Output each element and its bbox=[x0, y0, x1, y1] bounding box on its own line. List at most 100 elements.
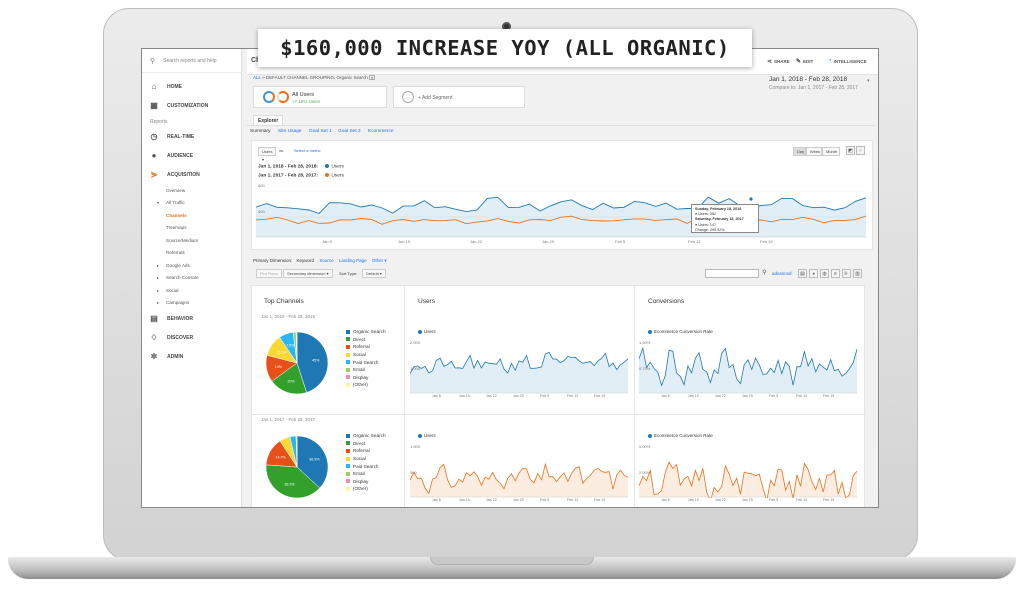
x-tick: Jan 22 bbox=[486, 394, 497, 398]
sidebar-item-admin[interactable]: ✲ ADMIN bbox=[142, 347, 241, 366]
x-tick: Feb 12 bbox=[567, 394, 579, 398]
tooltip-users-2017: ● Users: 147 bbox=[695, 222, 717, 227]
share-button[interactable]: ⋖ SHARE bbox=[767, 58, 790, 65]
line-chart-icon[interactable]: ◩ bbox=[846, 146, 855, 155]
sort-type-select[interactable]: Default ▾ bbox=[362, 269, 386, 278]
edit-button[interactable]: ✎ EDIT bbox=[796, 58, 813, 65]
x-tick: Jan 29 bbox=[513, 394, 524, 398]
metric-select[interactable]: Users ▾ bbox=[258, 147, 276, 162]
pie-chart-2017[interactable]: 36.9% 39.2% 14.7% bbox=[264, 434, 330, 500]
sidebar-item-label: BEHAVIOR bbox=[167, 315, 194, 322]
granularity-day-button[interactable]: Day bbox=[793, 147, 806, 156]
pie-chart-2018[interactable]: 45% 20% 14% 11.5% 7.5% bbox=[264, 330, 330, 396]
sidebar-sub-label: Referrals bbox=[166, 250, 185, 256]
sidebar: ⚲ Search reports and help ⌂ HOME ▦ CUSTOMI… bbox=[142, 49, 242, 507]
breadcrumb-all-link[interactable]: ALL bbox=[253, 75, 261, 80]
sidebar-item-discover[interactable]: ♢ DISCOVER bbox=[142, 328, 241, 347]
legend-label: Direct bbox=[353, 440, 366, 446]
percentage-view-icon[interactable]: ◍ bbox=[820, 269, 829, 278]
segment-all-users[interactable]: All Users +7.15% Users bbox=[253, 86, 387, 108]
sidebar-sub-campaigns[interactable]: ▸ Campaigns bbox=[142, 297, 241, 310]
search-input[interactable]: ⚲ Search reports and help bbox=[142, 49, 241, 73]
caret-right-icon: ▸ bbox=[157, 262, 160, 268]
plot-rows-button[interactable]: Plot Rows bbox=[256, 269, 283, 278]
users-2018-chart[interactable] bbox=[410, 342, 628, 394]
sidebar-sub-google-ads[interactable]: ▸ Google Ads bbox=[142, 259, 241, 272]
pie-legend-item: Display bbox=[346, 478, 386, 486]
sidebar-sub-source-medium[interactable]: Source/Medium bbox=[142, 234, 241, 247]
sidebar-item-customization[interactable]: ▦ CUSTOMIZATION bbox=[142, 96, 241, 115]
sidebar-sub-all-traffic[interactable]: ▾ All Traffic bbox=[142, 197, 241, 210]
x-tick: Feb 5 bbox=[540, 394, 550, 398]
intelligence-button[interactable]: ◔ INTELLIGENCE bbox=[828, 58, 867, 64]
sidebar-sub-referrals[interactable]: Referrals bbox=[142, 247, 241, 260]
sidebar-sub-social[interactable]: ▸ Social bbox=[142, 284, 241, 297]
sidebar-item-behavior[interactable]: ▤ BEHAVIOR bbox=[142, 309, 241, 328]
users-2017-chart[interactable] bbox=[410, 446, 628, 498]
performance-view-icon[interactable]: ≡ bbox=[831, 269, 840, 278]
sidebar-sub-channels[interactable]: Channels bbox=[142, 209, 241, 222]
sidebar-item-real-time[interactable]: ◷ REAL-TIME bbox=[142, 127, 241, 146]
conv-2018-chart[interactable] bbox=[639, 342, 857, 394]
subtab-ecommerce[interactable]: Ecommerce bbox=[368, 129, 394, 134]
acquisition-icon: ⋟ bbox=[150, 169, 158, 179]
subtab-goal-set-1[interactable]: Goal Set 1 bbox=[309, 129, 332, 134]
pie-slice-organic-search[interactable] bbox=[296, 435, 329, 489]
dim-source[interactable]: Source bbox=[319, 258, 334, 263]
legend-swatch bbox=[346, 367, 350, 372]
legend-swatch bbox=[346, 337, 350, 342]
legend-swatch bbox=[346, 441, 350, 446]
pie-slice-organic-search[interactable] bbox=[296, 331, 329, 393]
subtab-goal-set-2[interactable]: Goal Set 2 bbox=[338, 129, 361, 134]
x-tick: Jan 15 bbox=[459, 498, 470, 502]
main-content: Cha EXPORT ⋖SHARE ✎EDIT ◔INTELLIGENCE AL… bbox=[247, 49, 878, 507]
laptop-notch bbox=[430, 557, 594, 565]
tab-explorer[interactable]: Explorer bbox=[253, 115, 284, 126]
motion-chart-icon[interactable]: ⁘ bbox=[856, 146, 865, 155]
table-search-input[interactable] bbox=[705, 269, 759, 278]
date-range-picker[interactable]: Jan 1, 2018 - Feb 28, 2018 ▾ bbox=[769, 76, 870, 84]
subtab-summary[interactable]: Summary bbox=[250, 129, 271, 134]
add-segment-button[interactable]: + Add Segment bbox=[393, 86, 525, 108]
main-users-chart[interactable] bbox=[256, 187, 868, 239]
pie-slice-direct[interactable] bbox=[265, 464, 321, 499]
table-view-icon[interactable]: ▤ bbox=[798, 269, 807, 278]
breadcrumb-dropdown-icon[interactable]: ▾ bbox=[369, 75, 376, 80]
subtab-site-usage[interactable]: Site Usage bbox=[278, 129, 302, 134]
segment-title: All Users bbox=[292, 92, 315, 98]
tooltip-date-2018: Sunday, February 18, 2018 bbox=[695, 207, 742, 211]
sidebar-sub-treemaps[interactable]: Treemaps bbox=[142, 222, 241, 235]
sidebar-sub-label: Overview bbox=[166, 187, 186, 193]
sidebar-item-audience[interactable]: ● AUDIENCE bbox=[142, 146, 241, 165]
sidebar-item-home[interactable]: ⌂ HOME bbox=[142, 77, 241, 96]
x-tick: Jan 8 bbox=[322, 239, 332, 244]
sidebar-item-acquisition[interactable]: ⋟ ACQUISITION bbox=[142, 165, 241, 184]
sidebar-item-label: REAL-TIME bbox=[167, 133, 195, 140]
pie-legend-item: Direct bbox=[346, 440, 386, 448]
sidebar-sub-overview[interactable]: Overview bbox=[142, 184, 241, 197]
dim-landing-page[interactable]: Landing Page bbox=[338, 258, 367, 263]
advanced-link[interactable]: advanced bbox=[772, 271, 792, 276]
sidebar-item-label: ADMIN bbox=[167, 353, 184, 360]
x-tick: Feb 12 bbox=[796, 394, 808, 398]
secondary-dimension-select[interactable]: Secondary dimension ▾ bbox=[283, 269, 333, 278]
lightbulb-icon: ♢ bbox=[150, 332, 158, 342]
dim-keyword[interactable]: Keyword bbox=[296, 258, 315, 263]
dim-other[interactable]: Other ▾ bbox=[371, 258, 387, 263]
granularity-week-button[interactable]: Week bbox=[806, 147, 822, 156]
pie-slice-direct[interactable] bbox=[271, 362, 307, 395]
pivot-view-icon[interactable]: ▥ bbox=[853, 269, 862, 278]
pie-slice-label: 39.2% bbox=[284, 483, 295, 487]
comparison-view-icon[interactable]: ⊪ bbox=[842, 269, 851, 278]
granularity-month-button[interactable]: Month bbox=[822, 147, 840, 156]
select-metric-link[interactable]: Select a metric bbox=[294, 148, 321, 153]
legend-swatch bbox=[346, 352, 350, 357]
table-search-button[interactable]: ⚲ bbox=[760, 269, 769, 278]
sidebar-sub-search-console[interactable]: ▸ Search Console bbox=[142, 272, 241, 285]
channels-panel: Top Channels Users Conversions Jan 1, 20… bbox=[251, 285, 866, 507]
caret-right-icon: ▸ bbox=[157, 300, 160, 306]
conv-2017-chart[interactable] bbox=[639, 446, 857, 498]
x-tick: Jan 15 bbox=[688, 394, 699, 398]
pie-view-icon[interactable]: ◕ bbox=[809, 269, 818, 278]
x-tick: Jan 8 bbox=[432, 498, 441, 502]
